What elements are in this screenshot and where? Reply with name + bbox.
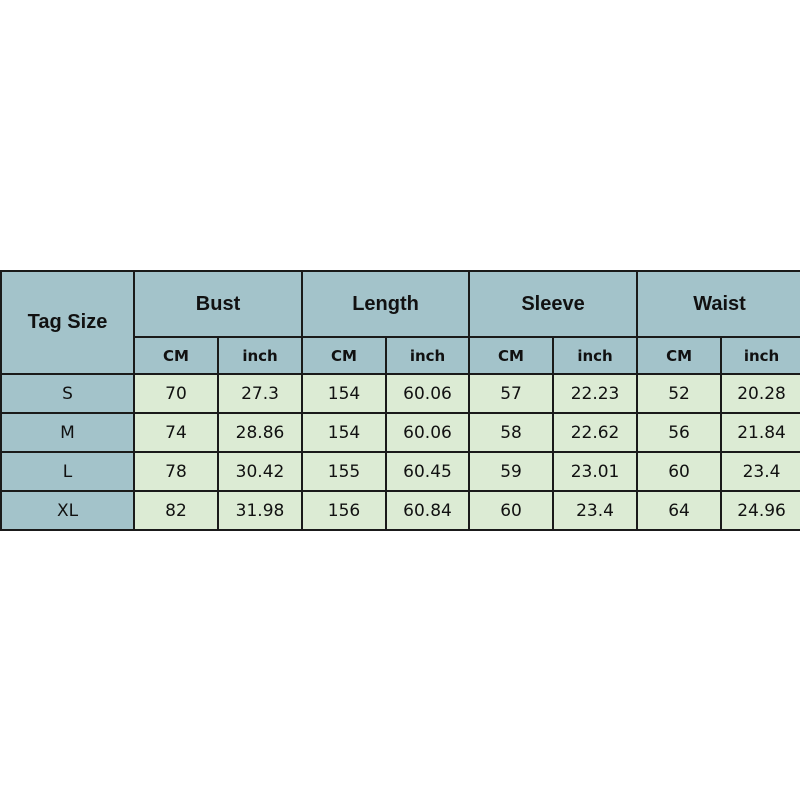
sleeve-header: Sleeve (468, 270, 639, 338)
value-cell: 60.06 (385, 412, 471, 453)
value-cell: 56 (636, 412, 723, 453)
value-cell: 22.62 (552, 412, 639, 453)
value-cell: 28.86 (216, 412, 304, 453)
value-cell: 155 (301, 451, 388, 492)
value-cell: 20.28 (720, 373, 800, 414)
size-cell: XL (0, 490, 135, 531)
value-cell: 74 (133, 412, 219, 453)
unit-header-cm: CM (636, 336, 723, 375)
value-cell: 60 (468, 490, 555, 531)
value-cell: 60.06 (385, 373, 471, 414)
value-cell: 60.45 (385, 451, 471, 492)
unit-header-cm: CM (468, 336, 555, 375)
group-header-row: Tag Size Bust Length Sleeve Waist (0, 270, 800, 375)
value-cell: 60 (636, 451, 723, 492)
unit-header-inch: inch (216, 336, 304, 375)
tag-size-header: Tag Size (0, 270, 135, 375)
value-cell: 52 (636, 373, 723, 414)
value-cell: 23.4 (720, 451, 800, 492)
size-cell: S (0, 373, 135, 414)
length-header: Length (301, 270, 471, 338)
value-cell: 21.84 (720, 412, 800, 453)
value-cell: 82 (133, 490, 219, 531)
table-row: L 78 30.42 155 60.45 59 23.01 60 23.4 (0, 451, 800, 492)
value-cell: 154 (301, 373, 388, 414)
bust-header: Bust (132, 270, 304, 338)
unit-header-cm: CM (301, 336, 388, 375)
value-cell: 59 (468, 451, 555, 492)
value-cell: 64 (636, 490, 723, 531)
unit-header-cm: CM (133, 336, 219, 375)
value-cell: 156 (301, 490, 388, 531)
table-row: S 70 27.3 154 60.06 57 22.23 52 20.28 (0, 373, 800, 414)
value-cell: 60.84 (385, 490, 471, 531)
unit-header-row: CM inch CM inch CM inch CM inch (1, 336, 800, 375)
value-cell: 58 (468, 412, 555, 453)
unit-header-inch: inch (720, 336, 800, 375)
waist-header: Waist (636, 270, 800, 338)
size-cell: M (0, 412, 135, 453)
value-cell: 24.96 (720, 490, 800, 531)
size-chart-table: Tag Size Bust Length Sleeve Waist CM inc… (0, 270, 800, 531)
value-cell: 27.3 (216, 373, 304, 414)
table-row: XL 82 31.98 156 60.84 60 23.4 64 24.96 (0, 490, 800, 531)
value-cell: 78 (133, 451, 219, 492)
unit-header-inch: inch (552, 336, 639, 375)
value-cell: 57 (468, 373, 555, 414)
table-row: M 74 28.86 154 60.06 58 22.62 56 21.84 (0, 412, 800, 453)
value-cell: 23.4 (552, 490, 639, 531)
size-cell: L (0, 451, 135, 492)
value-cell: 154 (301, 412, 388, 453)
value-cell: 23.01 (552, 451, 639, 492)
value-cell: 22.23 (552, 373, 639, 414)
value-cell: 30.42 (216, 451, 304, 492)
value-cell: 31.98 (216, 490, 304, 531)
value-cell: 70 (133, 373, 219, 414)
unit-header-inch: inch (385, 336, 471, 375)
